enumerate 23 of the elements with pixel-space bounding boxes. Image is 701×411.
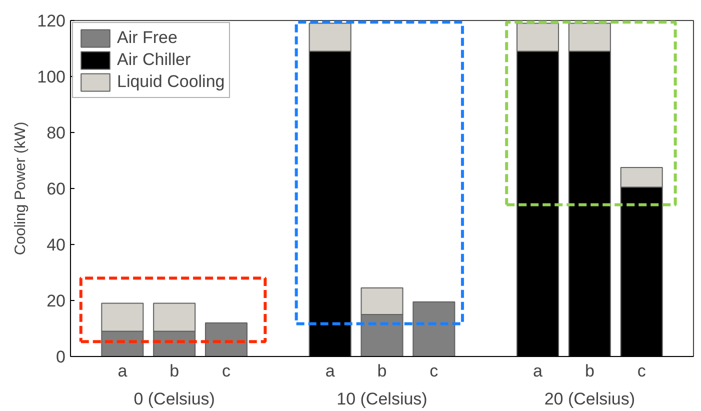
y-axis-title: Cooling Power (kW) bbox=[12, 122, 30, 256]
x-tick-label: b bbox=[584, 362, 594, 380]
x-tick-label: a bbox=[325, 362, 336, 380]
legend-label: Liquid Cooling bbox=[117, 72, 225, 92]
y-tick-label: 100 bbox=[37, 68, 66, 86]
y-tick-label: 20 bbox=[46, 292, 66, 310]
x-tick-label: a bbox=[118, 362, 128, 380]
text: 20 (Celsius) bbox=[544, 390, 636, 408]
y-tick-label: 0 bbox=[56, 348, 66, 366]
y-tick-label: 60 bbox=[46, 180, 66, 198]
x-tick-label: c bbox=[430, 362, 439, 380]
x-tick-label: b bbox=[170, 362, 180, 380]
x-tick-label: a bbox=[533, 362, 544, 380]
y-tick-label: 40 bbox=[46, 236, 66, 254]
legend-label: Air Chiller bbox=[117, 50, 191, 70]
x-tick-label: b bbox=[377, 362, 387, 380]
x-tick-label: c bbox=[637, 362, 646, 380]
y-tick-label: 80 bbox=[46, 124, 66, 142]
text: 10 (Celsius) bbox=[336, 390, 428, 408]
y-tick-label: 120 bbox=[37, 12, 66, 30]
legend-label: Air Free bbox=[117, 28, 178, 48]
x-tick-label: c bbox=[222, 362, 231, 380]
text: 0 (Celsius) bbox=[134, 390, 215, 408]
